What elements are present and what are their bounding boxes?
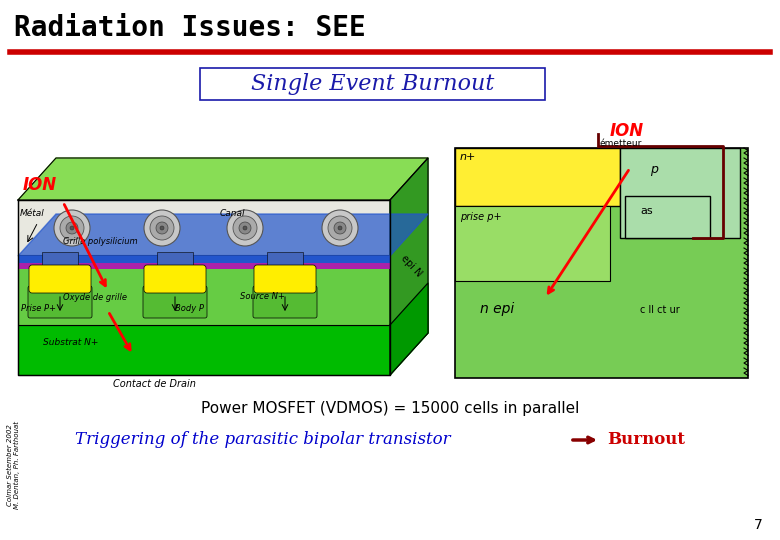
Bar xyxy=(18,325,390,375)
Text: émetteur: émetteur xyxy=(600,139,643,148)
Bar xyxy=(625,196,710,238)
Text: Prise P+: Prise P+ xyxy=(21,304,56,313)
Circle shape xyxy=(233,216,257,240)
Text: Body P: Body P xyxy=(175,304,204,313)
Circle shape xyxy=(322,210,358,246)
Circle shape xyxy=(60,216,84,240)
Polygon shape xyxy=(390,158,428,375)
Text: Grille polysilicium: Grille polysilicium xyxy=(63,237,137,246)
Text: ION: ION xyxy=(610,122,644,140)
Text: prise p+: prise p+ xyxy=(460,212,502,222)
Text: Substrat N+: Substrat N+ xyxy=(43,338,98,347)
Bar xyxy=(455,206,610,281)
Bar xyxy=(18,263,390,269)
Text: as: as xyxy=(640,206,653,216)
Circle shape xyxy=(54,210,90,246)
FancyBboxPatch shape xyxy=(253,286,317,318)
Bar xyxy=(18,200,390,255)
Text: Canal: Canal xyxy=(220,209,246,218)
Bar xyxy=(157,252,193,272)
Bar xyxy=(267,252,303,272)
Text: Contact de Drain: Contact de Drain xyxy=(113,379,196,389)
Circle shape xyxy=(227,210,263,246)
Text: 7: 7 xyxy=(753,518,762,532)
Text: n+: n+ xyxy=(460,152,477,162)
FancyBboxPatch shape xyxy=(143,286,207,318)
Circle shape xyxy=(243,226,247,230)
Text: Burnout: Burnout xyxy=(607,431,685,449)
Text: n epi: n epi xyxy=(480,302,514,316)
Circle shape xyxy=(150,216,174,240)
Bar xyxy=(42,252,78,272)
Circle shape xyxy=(338,226,342,230)
Text: Colmar Setember 2002: Colmar Setember 2002 xyxy=(7,424,13,506)
Bar xyxy=(200,68,545,100)
Text: c ll ct ur: c ll ct ur xyxy=(640,305,679,315)
FancyBboxPatch shape xyxy=(28,286,92,318)
Text: Single Event Burnout: Single Event Burnout xyxy=(251,73,495,95)
Circle shape xyxy=(239,222,251,234)
Bar xyxy=(455,148,620,206)
Polygon shape xyxy=(390,283,428,375)
Bar xyxy=(455,148,748,378)
Circle shape xyxy=(328,216,352,240)
Text: Power MOSFET (VDMOS) = 15000 cells in parallel: Power MOSFET (VDMOS) = 15000 cells in pa… xyxy=(200,401,580,415)
Circle shape xyxy=(334,222,346,234)
Polygon shape xyxy=(18,158,428,200)
Bar xyxy=(620,148,740,238)
Circle shape xyxy=(70,226,74,230)
Bar xyxy=(18,256,390,263)
Circle shape xyxy=(144,210,180,246)
FancyBboxPatch shape xyxy=(144,265,206,293)
Text: Métal: Métal xyxy=(20,209,44,218)
Text: p: p xyxy=(650,163,658,176)
Circle shape xyxy=(160,226,164,230)
Text: ION: ION xyxy=(23,176,57,194)
Text: epi N: epi N xyxy=(399,253,424,279)
Text: Radiation Issues: SEE: Radiation Issues: SEE xyxy=(14,14,366,42)
Text: Oxyde de grille: Oxyde de grille xyxy=(63,293,127,302)
Text: Triggering of the parasitic bipolar transistor: Triggering of the parasitic bipolar tran… xyxy=(75,431,451,449)
Polygon shape xyxy=(18,214,428,256)
FancyBboxPatch shape xyxy=(29,265,91,293)
FancyBboxPatch shape xyxy=(254,265,316,293)
Circle shape xyxy=(66,222,78,234)
Circle shape xyxy=(156,222,168,234)
Text: M. Dentan, Ph. Farthouat: M. Dentan, Ph. Farthouat xyxy=(14,421,20,509)
Bar xyxy=(18,255,390,325)
Text: Source N+: Source N+ xyxy=(240,292,285,301)
